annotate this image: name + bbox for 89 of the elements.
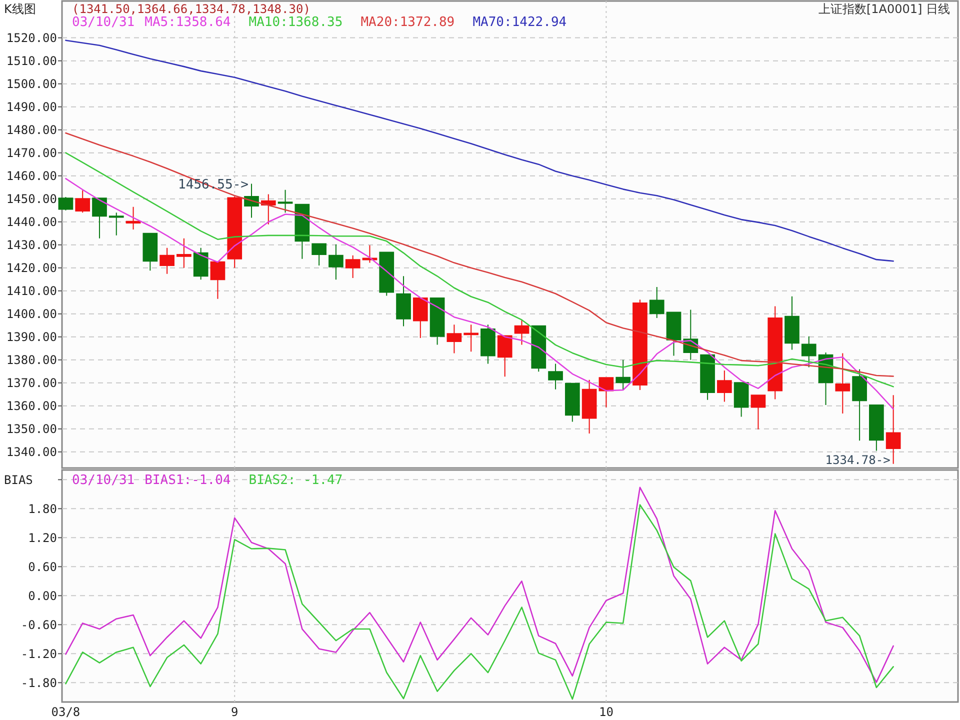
- candlestick: [497, 334, 512, 378]
- candlestick: [446, 324, 462, 354]
- candlestick: [852, 368, 867, 442]
- candlestick: [598, 376, 614, 408]
- y-tick-label: 1470.00: [6, 146, 57, 160]
- candlestick: [666, 311, 682, 356]
- candlestick: [142, 232, 158, 272]
- candlestick: [260, 194, 276, 225]
- annotation: 1334.78->: [825, 453, 890, 468]
- annotation: 03/10/31: [72, 473, 135, 488]
- candlestick: [412, 297, 428, 339]
- candlestick: [126, 206, 141, 230]
- candlestick: [564, 382, 580, 422]
- text: MA20:1372.89: [360, 15, 455, 30]
- y-axis-title: BIAS: [4, 473, 33, 488]
- y-tick-label: 1380.00: [6, 353, 57, 368]
- y-tick-label: 1410.00: [6, 284, 57, 298]
- y-tick-label: 1.20: [28, 530, 57, 545]
- text: MA70:1422.94: [472, 15, 567, 30]
- candlestick: [869, 404, 884, 452]
- candlestick: [835, 352, 850, 414]
- candlestick: [582, 379, 597, 434]
- y-tick-label: 1450.00: [6, 192, 57, 206]
- annotation: (1341.50,1364.66,1334.78,1348.30): [72, 2, 310, 16]
- candlestick: [616, 359, 631, 391]
- y-tick-label: 1500.00: [6, 77, 57, 92]
- line-series: [65, 504, 894, 700]
- y-tick-label: 1400.00: [6, 307, 57, 322]
- y-tick-label: 1520.00: [6, 31, 57, 46]
- text: BIAS1:-1.04: [144, 473, 231, 488]
- x-tick-label: 10: [598, 705, 614, 719]
- y-tick-label: -0.60: [20, 618, 57, 632]
- candlestick: [548, 363, 563, 390]
- candlestick: [328, 244, 344, 280]
- candlestick: [734, 382, 749, 418]
- candlestick: [160, 247, 174, 274]
- candlestick: [193, 247, 208, 280]
- y-tick-label: 1370.00: [6, 376, 57, 390]
- annotation: 03/10/31: [72, 15, 135, 30]
- candlestick: [379, 251, 394, 296]
- text: BIAS2: -1.47: [248, 473, 343, 488]
- y-tick-label: -1.20: [20, 646, 57, 661]
- candlestick: [396, 276, 411, 327]
- chart-subtitle: 上证指数[1A0001] 日线: [818, 2, 950, 16]
- candlestick: [700, 354, 715, 400]
- candlestick: [312, 242, 326, 266]
- chart-title: K线图: [4, 2, 36, 16]
- y-tick-label: 1350.00: [6, 422, 57, 436]
- candlestick: [227, 196, 242, 268]
- text: MA5:1358.64: [144, 15, 231, 30]
- candlestick: [750, 394, 766, 430]
- candlestick: [768, 306, 783, 400]
- text: MA10:1368.35: [248, 15, 343, 30]
- candlestick: [632, 299, 648, 391]
- candlestick: [92, 197, 107, 239]
- y-tick-label: 1430.00: [6, 238, 57, 252]
- candlestick: [210, 261, 226, 300]
- candlestick: [430, 297, 445, 346]
- candlestick: [345, 254, 360, 278]
- candlestick: [176, 238, 192, 268]
- candlestick: [278, 189, 293, 214]
- line-series: [65, 40, 894, 262]
- y-tick-label: 0.60: [28, 560, 57, 574]
- candlestick: [514, 320, 530, 346]
- y-tick-label: 1340.00: [6, 445, 57, 460]
- y-tick-label: 1360.00: [6, 399, 57, 414]
- y-tick-label: 1390.00: [6, 330, 57, 344]
- y-tick-label: 0.00: [28, 588, 57, 603]
- line-series: [65, 178, 894, 410]
- candlestick: [531, 324, 546, 372]
- x-tick-label: 9: [231, 705, 238, 719]
- candlestick: [480, 324, 496, 364]
- y-tick-label: 1.80: [28, 502, 57, 516]
- line-series: [65, 486, 894, 683]
- y-tick-label: 1490.00: [6, 100, 57, 114]
- candlestick: [784, 296, 800, 350]
- candlestick: [75, 190, 90, 214]
- y-tick-label: 1440.00: [6, 215, 57, 230]
- y-tick-label: 1510.00: [6, 54, 57, 68]
- candlestick: [108, 212, 124, 236]
- y-tick-label: -1.80: [20, 676, 57, 690]
- y-tick-label: 1480.00: [6, 123, 57, 138]
- x-tick-label: 03/8: [51, 705, 80, 719]
- y-tick-label: 1460.00: [6, 169, 57, 184]
- candlestick: [801, 336, 816, 368]
- candlestick: [464, 324, 478, 352]
- y-tick-label: 1420.00: [6, 261, 57, 276]
- candlestick: [649, 286, 664, 319]
- candlestick: [717, 370, 732, 402]
